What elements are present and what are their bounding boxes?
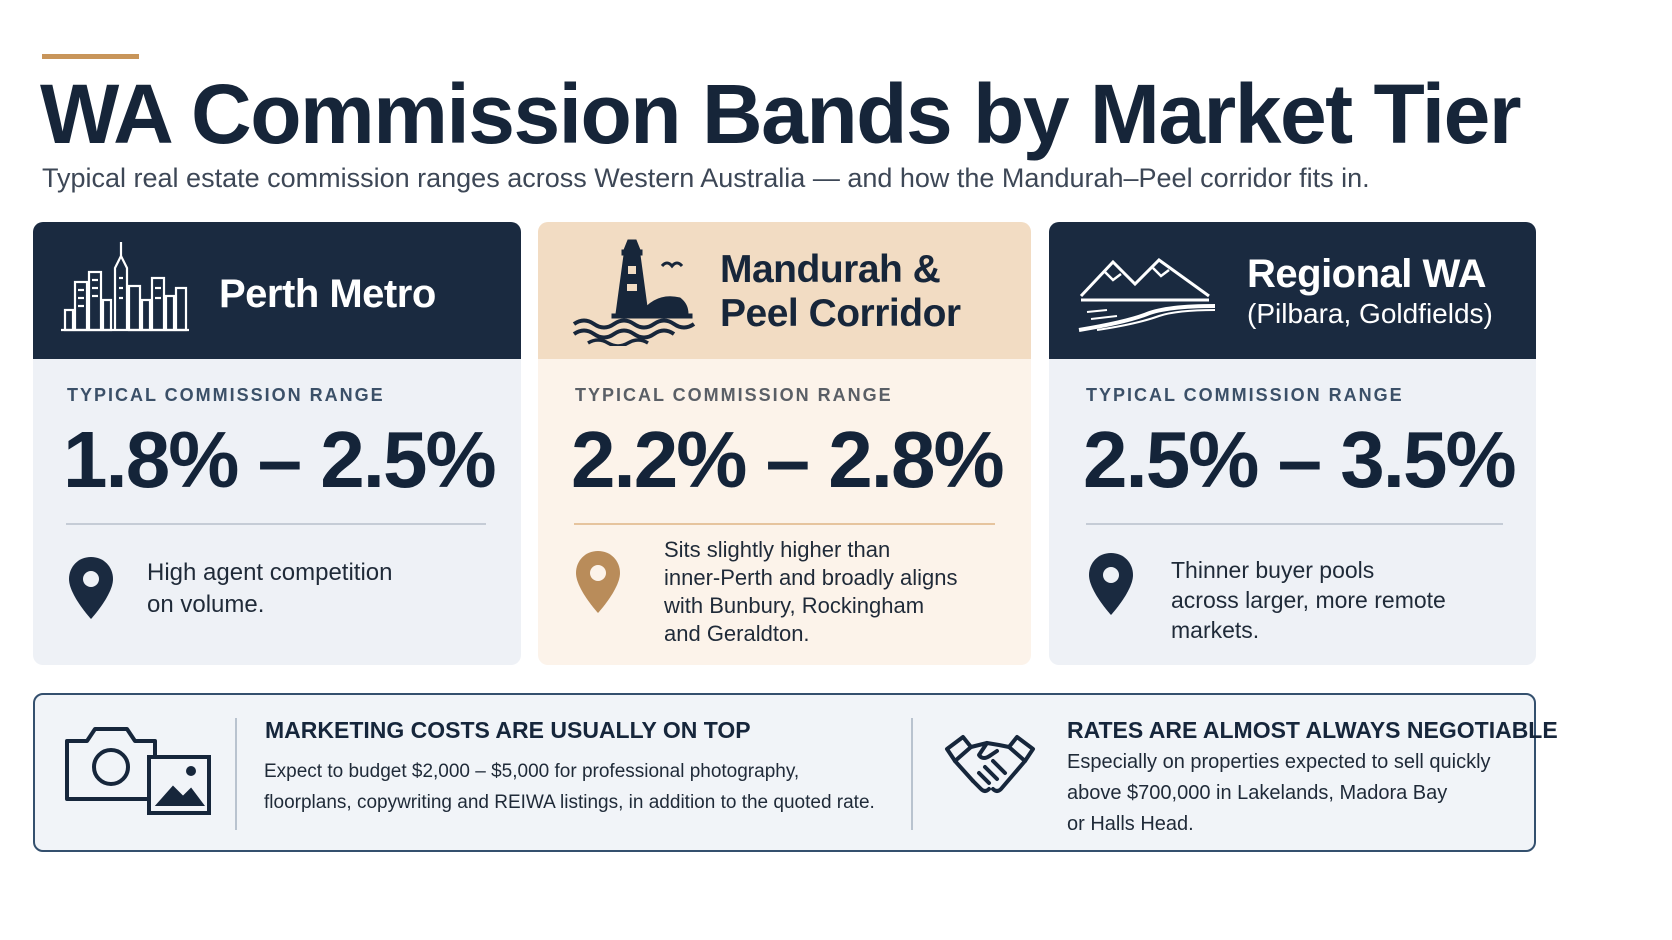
negotiable-rates-text: Especially on properties expected to sel… (1067, 747, 1491, 840)
tier-subtitle: (Pilbara, Goldfields) (1247, 298, 1493, 329)
tier-title: Perth Metro (219, 272, 436, 316)
divider (574, 523, 995, 525)
commission-range: 2.5% – 3.5% (1083, 415, 1517, 504)
tier-card-regional-wa: Regional WA (Pilbara, Goldfields) TYPICA… (1049, 222, 1536, 665)
location-pin-icon (576, 551, 620, 613)
marketing-costs-line: Expect to budget $2,000 – $5,000 for pro… (264, 761, 800, 782)
mountains-road-icon (1078, 258, 1216, 332)
handshake-icon (945, 735, 1035, 793)
negotiable-rates-line: above $700,000 in Lakelands, Madora Bay (1067, 782, 1448, 804)
tier-title-line: Mandurah & (720, 248, 941, 291)
tier-note-line: inner-Perth and broadly aligns (664, 565, 958, 590)
page-subtitle: Typical real estate commission ranges ac… (42, 163, 1370, 193)
tier-note-line: markets. (1171, 617, 1260, 643)
tier-card-header: Mandurah & Peel Corridor (538, 222, 1031, 359)
tier-note-line: High agent competition (147, 559, 393, 586)
camera-photo-icon (65, 727, 211, 815)
tier-note-line: on volume. (147, 591, 265, 618)
range-label: TYPICAL COMMISSION RANGE (67, 385, 385, 405)
marketing-costs-line: floorplans, copywriting and REIWA listin… (264, 792, 875, 813)
tier-card-mandurah-peel: Mandurah & Peel Corridor TYPICAL COMMISS… (538, 222, 1031, 665)
tier-title: Regional WA (1247, 252, 1486, 296)
divider (911, 718, 913, 830)
tier-title: Mandurah & Peel Corridor (720, 248, 961, 336)
tier-note-line: Thinner buyer pools (1171, 557, 1375, 583)
commission-range: 2.2% – 2.8% (571, 415, 1005, 504)
tier-note-line: and Geraldton. (664, 621, 810, 646)
divider (1086, 523, 1503, 525)
commission-range: 1.8% – 2.5% (63, 415, 497, 504)
negotiable-rates-line: Especially on properties expected to sel… (1067, 751, 1491, 773)
tier-card-perth-metro: Perth Metro TYPICAL COMMISSION RANGE 1.8… (33, 222, 521, 665)
tier-note-line: Sits slightly higher than (664, 537, 891, 562)
page-title: WA Commission Bands by Market Tier (40, 67, 1522, 161)
location-pin-icon (69, 557, 113, 619)
negotiable-rates-title: RATES ARE ALMOST ALWAYS NEGOTIABLE (1067, 717, 1558, 743)
tier-note: High agent competition on volume. (147, 557, 392, 621)
tier-card-header: Regional WA (Pilbara, Goldfields) (1049, 222, 1536, 359)
tier-note-line: across larger, more remote (1171, 587, 1446, 613)
range-label: TYPICAL COMMISSION RANGE (575, 385, 893, 405)
range-label: TYPICAL COMMISSION RANGE (1086, 385, 1404, 405)
marketing-costs-title: MARKETING COSTS ARE USUALLY ON TOP (265, 717, 751, 743)
tier-title-line: Peel Corridor (720, 292, 961, 335)
tier-note: Thinner buyer pools across larger, more … (1171, 555, 1446, 645)
location-pin-icon (1089, 553, 1133, 615)
city-skyline-icon (61, 242, 189, 332)
lighthouse-icon (572, 239, 696, 346)
negotiable-rates-line: or Halls Head. (1067, 813, 1194, 835)
tier-card-header: Perth Metro (33, 222, 521, 359)
divider (235, 718, 237, 830)
tier-note: Sits slightly higher than inner-Perth an… (664, 536, 958, 648)
footer-callouts: MARKETING COSTS ARE USUALLY ON TOP Expec… (33, 693, 1558, 852)
tier-note-line: with Bunbury, Rockingham (664, 593, 925, 618)
title-accent-line (42, 54, 139, 59)
divider (66, 523, 486, 525)
marketing-costs-text: Expect to budget $2,000 – $5,000 for pro… (264, 756, 875, 818)
